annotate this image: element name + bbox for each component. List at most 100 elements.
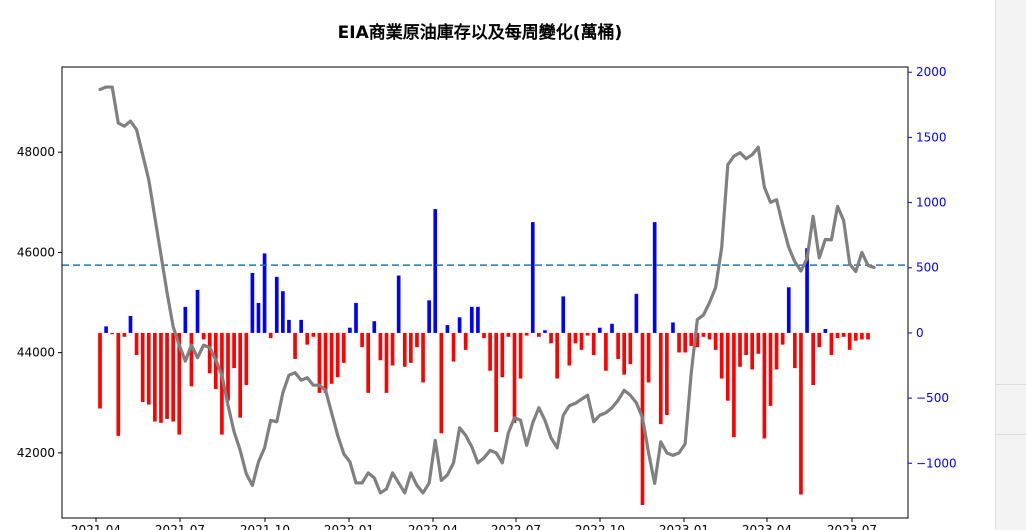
bar — [744, 332, 748, 356]
right-tick-label: 1500 — [916, 130, 947, 144]
bar — [671, 322, 675, 333]
bar — [695, 332, 700, 348]
bar — [677, 332, 681, 353]
bar — [348, 327, 352, 333]
bar — [835, 332, 840, 339]
x-tick-label: 2022-10 — [575, 523, 625, 530]
bar — [579, 332, 584, 350]
chart-title: EIA商業原油庫存以及每周變化(萬桶) — [338, 22, 623, 43]
bar — [793, 332, 797, 369]
bar — [195, 289, 200, 333]
bar — [530, 222, 535, 333]
bar — [384, 332, 389, 393]
left-tick-label: 48000 — [17, 145, 55, 159]
bar — [183, 306, 188, 333]
bar — [555, 332, 559, 379]
bar — [299, 319, 303, 333]
x-tick-label: 2023-01 — [659, 523, 709, 530]
bar — [110, 332, 115, 335]
bar — [421, 332, 425, 383]
bar — [817, 332, 822, 348]
bar — [177, 332, 182, 435]
bar — [561, 296, 566, 333]
bar — [732, 332, 736, 438]
bar — [250, 272, 255, 333]
bar — [591, 332, 596, 356]
bar — [847, 332, 852, 350]
right-tick-label: 2000 — [916, 65, 947, 79]
bar — [354, 302, 358, 333]
bar — [317, 332, 322, 393]
bar — [512, 332, 517, 423]
bar — [390, 332, 395, 366]
bar — [226, 332, 230, 401]
x-tick-label: 2022-07 — [491, 523, 541, 530]
bar — [482, 332, 486, 339]
bar — [146, 332, 151, 405]
bar — [457, 317, 462, 333]
side-panel-strip — [995, 0, 1026, 530]
bar — [823, 329, 828, 333]
bar — [488, 332, 492, 371]
bar — [287, 319, 291, 333]
bar — [165, 332, 169, 419]
bar — [628, 332, 633, 365]
x-tick-label: 2022-01 — [324, 523, 374, 530]
bar — [652, 222, 657, 333]
bar — [207, 332, 212, 374]
bar — [811, 332, 815, 386]
bar — [597, 327, 602, 333]
bar — [360, 332, 364, 348]
bar — [665, 332, 669, 416]
bar — [341, 332, 346, 363]
bar — [128, 315, 133, 333]
bar — [860, 332, 864, 340]
x-axis: 2021-04 2021-07 2021-10 2022-01 2022-04 2022-… — [71, 518, 877, 530]
bar — [140, 332, 145, 402]
bar — [439, 332, 444, 434]
left-tick-label: 46000 — [17, 245, 55, 259]
right-tick-label: −1000 — [916, 456, 957, 470]
bar — [366, 332, 371, 393]
bar — [543, 330, 547, 333]
bar — [396, 275, 401, 333]
bar — [281, 291, 285, 333]
bar — [238, 332, 243, 418]
bar — [689, 332, 694, 346]
plot-frame — [61, 66, 909, 519]
bar — [713, 332, 718, 350]
bar — [244, 332, 249, 386]
bar — [506, 332, 511, 337]
bar — [799, 332, 803, 495]
x-tick-label: 2022-04 — [408, 523, 458, 530]
inventory-line — [98, 85, 876, 495]
bar — [658, 332, 663, 425]
bar — [829, 332, 834, 356]
bar — [262, 253, 267, 333]
bar — [841, 332, 846, 337]
bar — [725, 332, 730, 401]
bar — [786, 287, 791, 333]
bar — [610, 323, 614, 333]
bar — [518, 332, 523, 379]
bar — [311, 332, 316, 337]
bar — [524, 332, 529, 336]
bar — [701, 332, 706, 337]
bar — [122, 332, 127, 337]
left-tick-label: 42000 — [17, 446, 55, 460]
bar — [853, 332, 858, 341]
bar — [159, 332, 163, 423]
bar — [415, 332, 419, 348]
bar — [805, 248, 809, 333]
side-divider — [996, 434, 1026, 435]
left-tick-label: 44000 — [17, 346, 55, 360]
left-axis: 42000 44000 46000 48000 — [17, 145, 62, 460]
bar — [409, 332, 413, 363]
bar — [756, 332, 761, 354]
bar — [153, 332, 157, 422]
bar — [293, 332, 297, 359]
x-tick-label: 2023-04 — [742, 523, 792, 530]
bar — [500, 332, 505, 378]
bar — [707, 332, 712, 340]
